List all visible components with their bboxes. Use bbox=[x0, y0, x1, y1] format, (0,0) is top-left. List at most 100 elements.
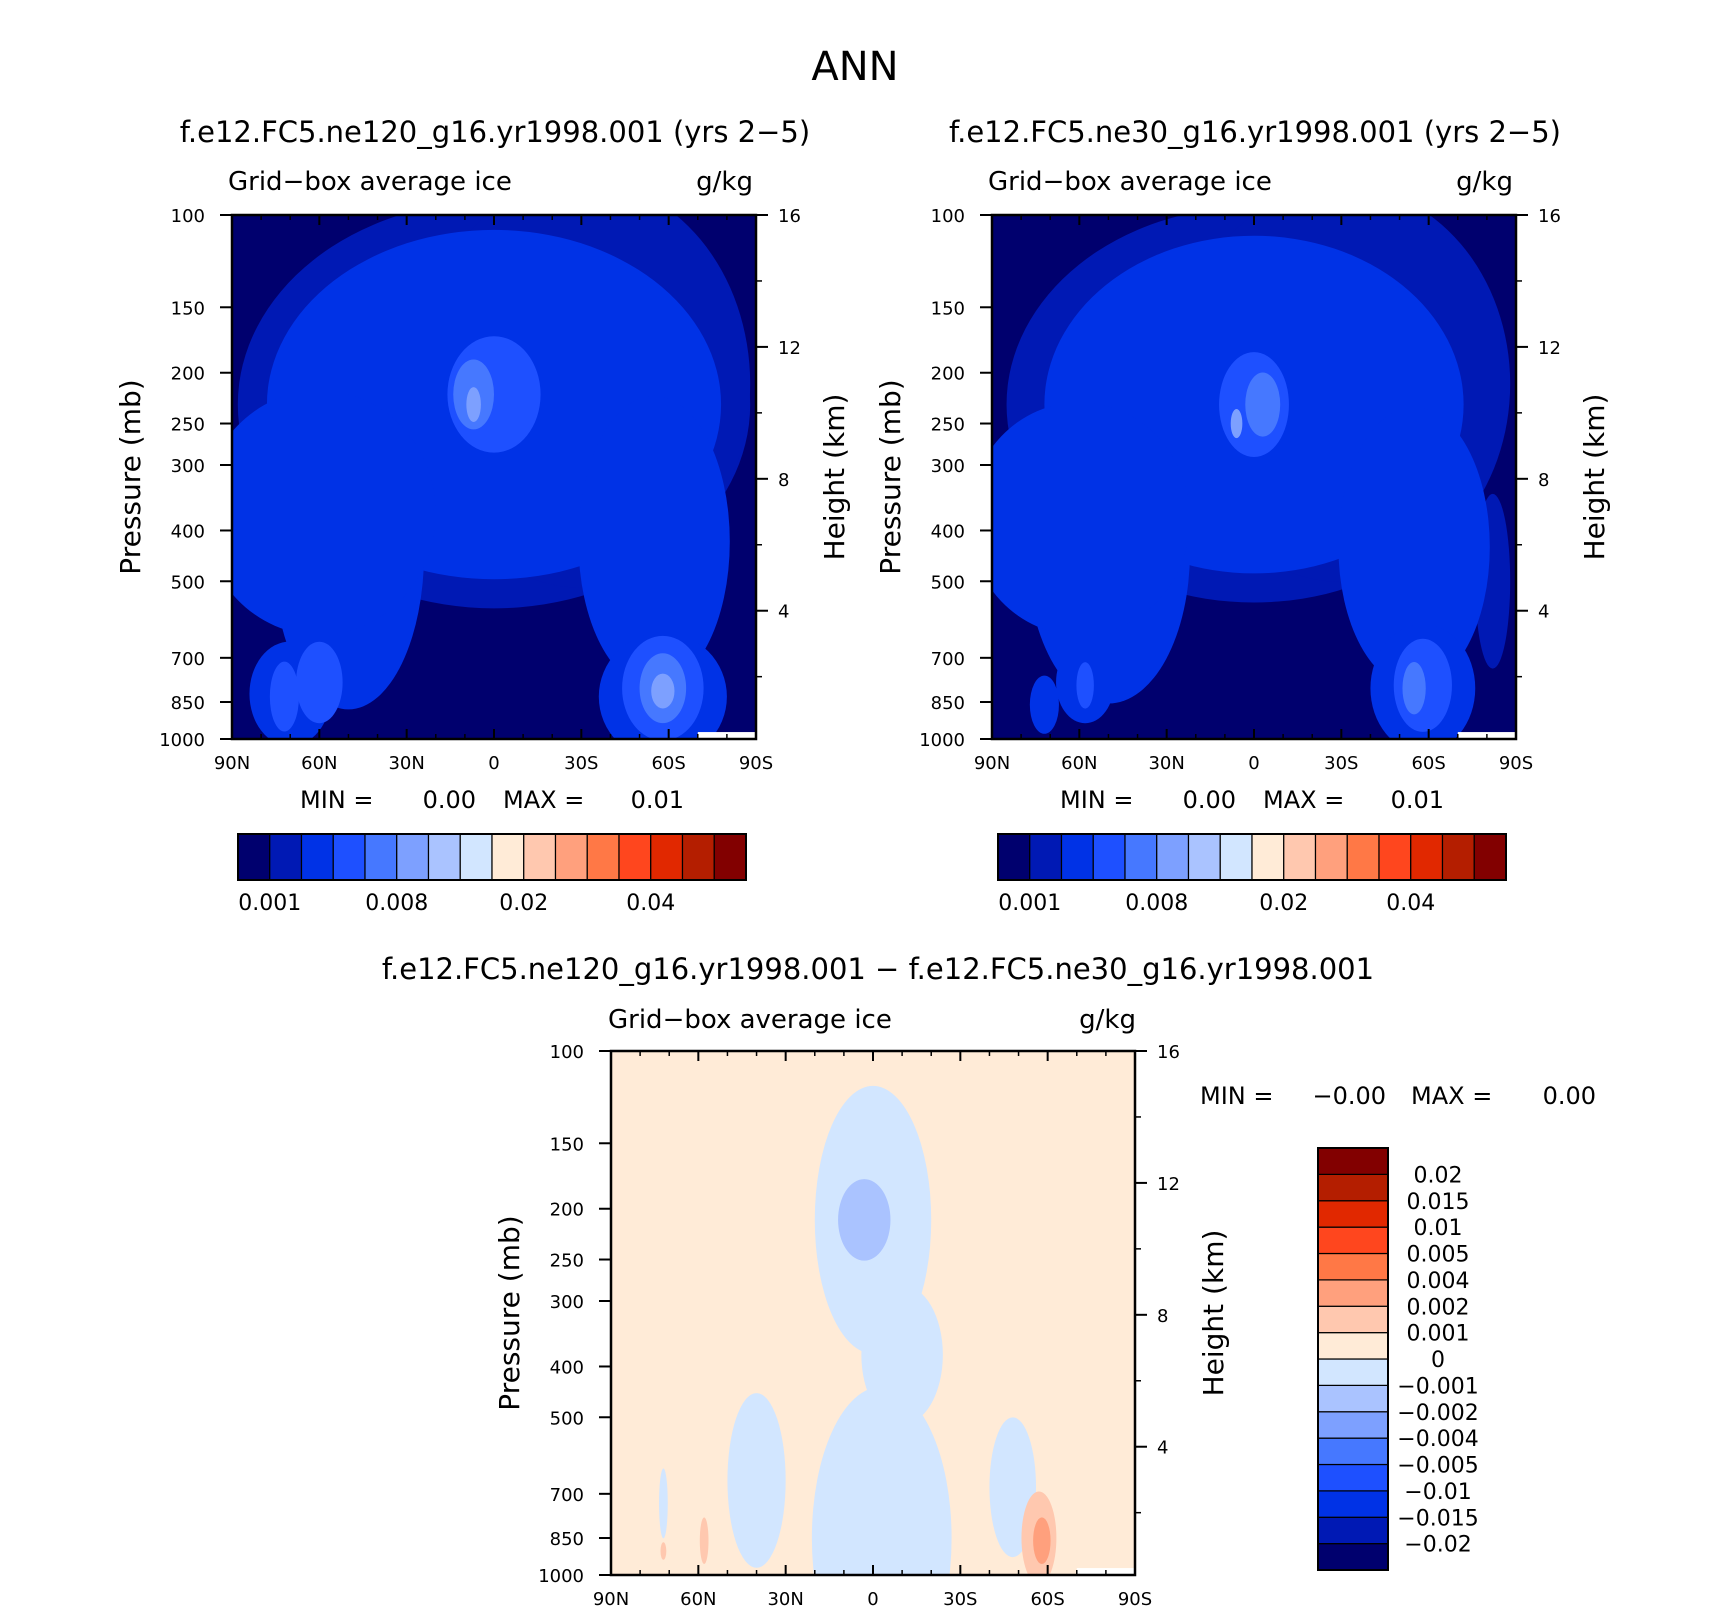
x-tick-label: 60S bbox=[1030, 1589, 1064, 1610]
min-value: −0.00 bbox=[1312, 1082, 1386, 1110]
y-tick-label: 1000 bbox=[919, 730, 965, 751]
y-tick-label: 500 bbox=[171, 572, 205, 593]
y-tick-label: 500 bbox=[550, 1408, 584, 1429]
colorbar-swatch bbox=[1251, 833, 1285, 881]
colorbar-swatch bbox=[1187, 833, 1221, 881]
y-tick-label: 1000 bbox=[159, 730, 205, 751]
y2-tick-label: 12 bbox=[1157, 1174, 1180, 1195]
colorbar-swatch bbox=[1124, 833, 1158, 881]
colorbar-label: −0.01 bbox=[1404, 1480, 1471, 1505]
colorbar-label: 0.01 bbox=[1414, 1216, 1463, 1241]
colorbar-swatch bbox=[1317, 1173, 1389, 1202]
colorbar-swatch bbox=[1317, 1226, 1389, 1255]
contour-region bbox=[578, 396, 730, 688]
contour-region bbox=[1033, 1517, 1051, 1564]
units-label: g/kg bbox=[1456, 167, 1513, 197]
colorbar-swatch bbox=[1317, 1437, 1389, 1466]
colorbar-swatch bbox=[1410, 833, 1444, 881]
y2-tick-label: 12 bbox=[1538, 338, 1561, 359]
x-tick-label: 0 bbox=[867, 1589, 878, 1610]
colorbar-swatch bbox=[1156, 833, 1190, 881]
y2-tick-label: 4 bbox=[1538, 602, 1549, 623]
x-tick-label: 90S bbox=[739, 753, 773, 774]
contour-region bbox=[699, 1517, 709, 1564]
colorbar-label: −0.015 bbox=[1397, 1506, 1478, 1531]
panel-title: f.e12.FC5.ne120_g16.yr1998.001 − f.e12.F… bbox=[382, 952, 1374, 986]
colorbar-label: 0 bbox=[1431, 1348, 1445, 1373]
colorbar-swatch bbox=[1378, 833, 1412, 881]
y2-tick-label: 16 bbox=[1157, 1042, 1180, 1063]
colorbar-frame bbox=[237, 833, 747, 881]
max-label: MAX = bbox=[503, 786, 584, 814]
variable-label: Grid−box average ice bbox=[988, 167, 1272, 197]
colorbar-swatch bbox=[1317, 1200, 1389, 1228]
colorbar-swatch bbox=[1346, 833, 1380, 881]
contour-region bbox=[1402, 662, 1426, 715]
contour-field bbox=[611, 1051, 1135, 1575]
x-tick-label: 30N bbox=[1148, 753, 1184, 774]
y-tick-label: 250 bbox=[171, 415, 205, 436]
panel-difference: f.e12.FC5.ne120_g16.yr1998.001 − f.e12.F… bbox=[382, 952, 1596, 1610]
contour-region bbox=[660, 1542, 667, 1560]
x-tick-label: 30S bbox=[1324, 753, 1358, 774]
colorbar-swatch bbox=[269, 833, 303, 881]
y-tick-label: 850 bbox=[171, 693, 205, 714]
colorbar-swatch bbox=[681, 833, 715, 881]
y-tick-label: 200 bbox=[550, 1200, 584, 1221]
y-tick-label: 150 bbox=[550, 1134, 584, 1155]
colorbar-label: 0.008 bbox=[1125, 891, 1188, 916]
colorbar-swatch bbox=[300, 833, 334, 881]
y-tick-label: 700 bbox=[171, 649, 205, 670]
contour-region bbox=[232, 390, 436, 635]
y-tick-label: 850 bbox=[550, 1529, 584, 1550]
y-tick-label: 300 bbox=[550, 1292, 584, 1313]
variable-label: Grid−box average ice bbox=[228, 167, 512, 197]
colorbar-label: −0.001 bbox=[1397, 1374, 1478, 1399]
y2-tick-label: 8 bbox=[1538, 470, 1549, 491]
variable-label: Grid−box average ice bbox=[608, 1005, 892, 1035]
panel-title: f.e12.FC5.ne120_g16.yr1998.001 (yrs 2−5) bbox=[180, 115, 810, 149]
x-tick-label: 30N bbox=[767, 1589, 803, 1610]
y-tick-label: 100 bbox=[171, 206, 205, 227]
min-label: MIN = bbox=[1200, 1082, 1273, 1110]
contour-region bbox=[992, 402, 1190, 636]
x-tick-label: 60N bbox=[1061, 753, 1097, 774]
x-tick-label: 90N bbox=[974, 753, 1010, 774]
y2-axis-title: Height (km) bbox=[1578, 394, 1611, 561]
x-tick-label: 90S bbox=[1118, 1589, 1152, 1610]
y-tick-label: 150 bbox=[171, 298, 205, 319]
page-title: ANN bbox=[811, 44, 898, 90]
contour-region bbox=[1245, 372, 1281, 437]
colorbar-label: −0.002 bbox=[1397, 1401, 1478, 1426]
contour-region bbox=[811, 1386, 952, 1575]
y-tick-label: 100 bbox=[550, 1042, 584, 1063]
x-tick-label: 90N bbox=[593, 1589, 629, 1610]
max-label: MAX = bbox=[1411, 1082, 1492, 1110]
colorbar-swatch bbox=[713, 833, 747, 881]
colorbar-label: 0.015 bbox=[1407, 1190, 1470, 1215]
contour-plot: 90N 60N 30N 0 30S 60S 90S 100 150 200 250 300 400 500… bbox=[874, 206, 1611, 774]
y-axis-title: Pressure (mb) bbox=[493, 1215, 526, 1410]
colorbar: 0.001 0.008 0.02 0.04 bbox=[997, 833, 1507, 916]
x-tick-label: 0 bbox=[488, 753, 499, 774]
y2-tick-label: 16 bbox=[778, 206, 801, 227]
colorbar-swatch bbox=[1317, 1543, 1389, 1571]
y-tick-label: 850 bbox=[931, 693, 965, 714]
colorbar-swatch bbox=[1317, 1358, 1389, 1386]
colorbar-swatch bbox=[364, 833, 398, 881]
y-tick-label: 1000 bbox=[538, 1566, 584, 1587]
y2-tick-label: 4 bbox=[1157, 1438, 1168, 1459]
colorbar-swatch bbox=[396, 833, 430, 881]
colorbar-swatch bbox=[1317, 1490, 1389, 1518]
colorbar-frame bbox=[1317, 1147, 1389, 1571]
colorbar-swatch bbox=[1317, 1305, 1389, 1334]
x-tick-label: 30N bbox=[388, 753, 424, 774]
colorbar-swatch bbox=[523, 833, 557, 881]
contour-region bbox=[1076, 662, 1094, 709]
colorbar-label: 0.001 bbox=[998, 891, 1061, 916]
colorbar-swatch bbox=[237, 833, 271, 881]
y-tick-label: 200 bbox=[931, 364, 965, 385]
max-value: 0.01 bbox=[631, 786, 684, 814]
x-tick-label: 90S bbox=[1499, 753, 1533, 774]
contour-region bbox=[1029, 675, 1059, 734]
